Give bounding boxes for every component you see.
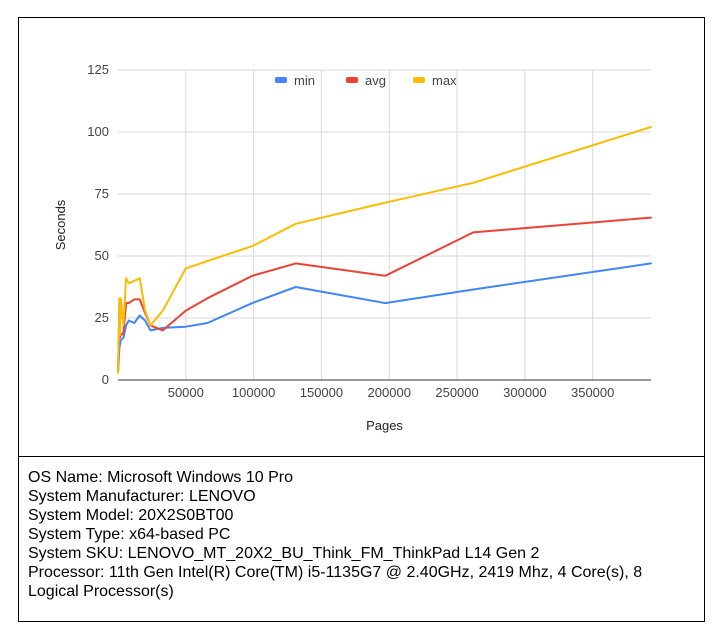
x-tick-label: 100000 — [232, 385, 275, 400]
x-tick-label: 150000 — [300, 385, 343, 400]
x-tick-label: 350000 — [571, 385, 614, 400]
processor-line: Processor: 11th Gen Intel(R) Core(TM) i5… — [28, 564, 643, 600]
os-name-line: OS Name: Microsoft Windows 10 Pro — [28, 469, 293, 486]
y-tick-label: 50 — [95, 248, 109, 263]
legend: min avg max — [275, 73, 457, 88]
system-type-line: System Type: x64-based PC — [28, 526, 231, 543]
y-tick-label: 0 — [102, 372, 109, 387]
x-tick-label: 250000 — [435, 385, 478, 400]
manufacturer-line: System Manufacturer: LENOVO — [28, 488, 256, 505]
chart-panel: 0 25 50 75 100 125 50000 100000 150000 200000 250… — [19, 18, 704, 457]
series-lines — [117, 126, 652, 374]
legend-swatch-avg — [346, 77, 358, 83]
model-line: System Model: 20X2S0BT00 — [28, 507, 234, 524]
y-tick-label: 25 — [95, 310, 109, 325]
x-tick-label: 50000 — [168, 385, 204, 400]
gridlines — [118, 69, 651, 380]
series-line-min — [117, 262, 652, 374]
legend-swatch-max — [413, 77, 425, 83]
x-tick-label: 200000 — [368, 385, 411, 400]
y-axis-title: Seconds — [53, 199, 68, 250]
legend-swatch-min — [275, 77, 287, 83]
system-info: OS Name: Microsoft Windows 10 Pro System… — [28, 468, 693, 601]
line-chart: 0 25 50 75 100 125 50000 100000 150000 200000 250… — [53, 62, 652, 433]
y-tick-label: 100 — [87, 124, 109, 139]
y-tick-label: 75 — [95, 186, 109, 201]
series-line-max — [117, 126, 652, 374]
x-axis-title: Pages — [366, 418, 403, 433]
y-tick-label: 125 — [87, 62, 109, 77]
y-tick-labels: 0 25 50 75 100 125 — [87, 62, 109, 387]
sku-line: System SKU: LENOVO_MT_20X2_BU_Think_FM_T… — [28, 545, 540, 562]
legend-label-min: min — [294, 73, 315, 88]
legend-label-avg: avg — [365, 73, 386, 88]
x-tick-label: 300000 — [503, 385, 546, 400]
legend-label-max: max — [432, 73, 457, 88]
x-tick-labels: 50000 100000 150000 200000 250000 300000 35000… — [168, 385, 615, 400]
series-line-avg — [117, 216, 652, 372]
report-frame: 0 25 50 75 100 125 50000 100000 150000 200000 250… — [18, 17, 705, 622]
